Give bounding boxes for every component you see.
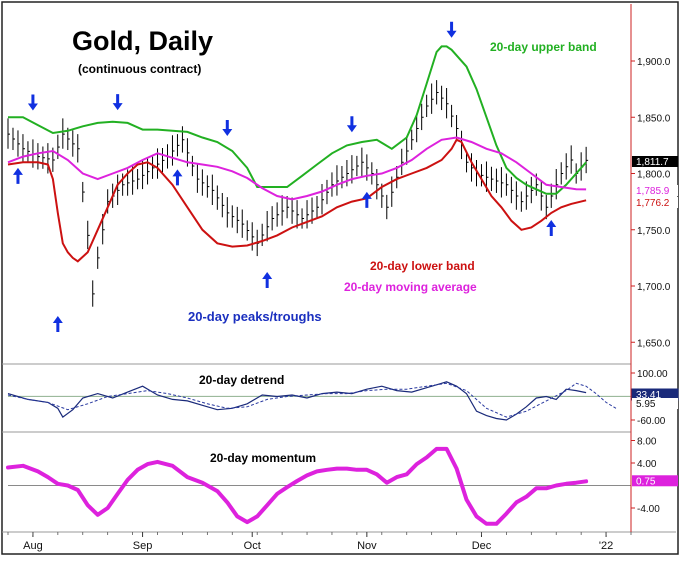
peak-arrow-icon <box>27 94 38 111</box>
momentum-line <box>6 446 589 526</box>
badge-value: 1,776.2 <box>636 198 670 209</box>
trough-arrow-icon <box>12 167 23 184</box>
arrow-head <box>172 169 183 177</box>
momentum-panel <box>2 446 676 533</box>
x-tick-label: Dec <box>472 540 492 552</box>
arrow-head <box>262 272 273 279</box>
price-panel <box>2 21 631 365</box>
badge-value: 0.75 <box>636 476 656 487</box>
y-tick-label: -4.00 <box>637 504 660 515</box>
detrend-line <box>7 381 587 421</box>
detrend-label: 20-day detrend <box>199 373 284 387</box>
last-value-badge: 1,785.9 <box>632 185 678 197</box>
arrow-head <box>546 220 557 227</box>
badge-value: 5.95 <box>636 399 656 410</box>
chart-frame <box>1 1 679 555</box>
detrend-avg-line <box>7 382 617 418</box>
upper-band-label: 20-day upper band <box>490 40 597 54</box>
arrow-head <box>346 125 357 133</box>
last-value-badge: 0.75 <box>632 475 678 487</box>
moving-average-label: 20-day moving average <box>344 280 477 294</box>
y-tick-label: 100.00 <box>637 369 668 380</box>
arrow-head <box>52 316 63 323</box>
trough-arrow-icon <box>52 316 63 332</box>
y-tick-label: 1,900.0 <box>637 57 671 68</box>
momentum-label: 20-day momentum <box>210 451 316 465</box>
badge-value: 1,811.7 <box>636 157 669 168</box>
x-tick-label: '22 <box>599 540 613 552</box>
badge-bg <box>632 185 678 196</box>
upper-band-line <box>8 45 587 195</box>
trough-arrow-icon <box>172 169 183 186</box>
arrow-head <box>361 191 372 199</box>
chart-title: Gold, Daily <box>72 26 213 56</box>
x-tick-label: Sep <box>133 540 153 552</box>
arrow-head <box>112 103 123 111</box>
y-axis: 1,900.0 1,850.0 1,800.0 1,750.0 1,700.0 1,650… <box>630 4 679 532</box>
y-tick-label: 1,750.0 <box>637 226 671 237</box>
chart-subtitle: (continuous contract) <box>78 62 201 76</box>
lower-band-line <box>7 138 587 263</box>
badge-bg <box>632 475 678 487</box>
x-tick-label: Oct <box>244 540 261 552</box>
trough-arrow-icon <box>262 272 273 288</box>
peaks-troughs-label: 20-day peaks/troughs <box>188 309 322 324</box>
last-value-badge: 5.95 <box>632 398 678 410</box>
x-axis: Aug Sep Oct Nov Dec '22 <box>7 532 632 552</box>
arrow-head <box>222 129 233 136</box>
x-tick-label: Aug <box>23 540 43 552</box>
y-tick-label: 8.00 <box>637 437 657 448</box>
detrend-panel <box>2 381 631 433</box>
moving-average-line <box>7 136 587 201</box>
y-tick-label: 1,800.0 <box>637 170 671 181</box>
last-value-badge: 1,811.7 <box>632 156 678 168</box>
badge-value: 1,785.9 <box>636 186 670 197</box>
x-tick-label: Nov <box>357 540 377 552</box>
y-tick-label: 1,850.0 <box>637 113 671 124</box>
last-value-badge: 1,776.2 <box>632 197 678 209</box>
peak-arrow-icon <box>222 120 233 136</box>
badge-value: 33.41 <box>636 390 661 401</box>
trough-arrow-icon <box>546 220 557 236</box>
y-tick-label: 4.00 <box>637 459 657 470</box>
y-tick-label: -60.00 <box>637 416 666 427</box>
y-tick-label: 1,650.0 <box>637 338 671 349</box>
badge-bg <box>632 398 678 409</box>
y-tick-label: 1,700.0 <box>637 282 671 293</box>
badge-bg <box>632 197 678 208</box>
peak-arrow-icon <box>346 116 357 133</box>
lower-band-label: 20-day lower band <box>370 259 475 273</box>
arrow-head <box>27 103 38 111</box>
arrow-head <box>446 30 457 38</box>
peak-arrow-icon <box>112 94 123 111</box>
peak-arrow-icon <box>446 21 457 38</box>
trough-arrow-icon <box>361 191 372 208</box>
arrow-head <box>12 167 23 175</box>
badge-bg <box>632 156 678 167</box>
